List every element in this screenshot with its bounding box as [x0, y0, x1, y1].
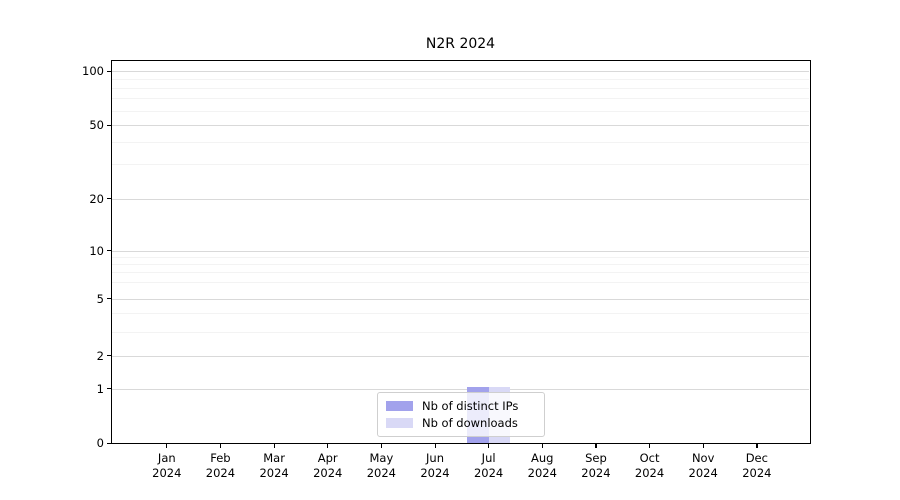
x-tick-mark: [327, 444, 329, 448]
x-tick-label: Nov 2024: [688, 451, 718, 480]
x-tick-label: Jun 2024: [420, 451, 450, 480]
y-tick-label: 50: [89, 118, 104, 132]
gridline-major: [112, 198, 809, 200]
x-tick-mark: [219, 444, 222, 448]
x-tick-mark: [166, 444, 168, 448]
y-tick-label: 0: [96, 436, 104, 450]
gridline-minor: [112, 313, 809, 314]
x-tick-mark: [273, 444, 275, 448]
gridline-major: [112, 125, 809, 126]
y-tick-label: 20: [89, 191, 104, 206]
legend-row-downloads: Nb of downloads: [386, 416, 536, 430]
x-tick-label: Aug 2024: [527, 451, 557, 480]
gridline-minor: [112, 331, 809, 333]
legend-swatch-distinct-ips: [386, 401, 413, 411]
x-tick-mark: [380, 444, 383, 448]
x-tick-mark: [488, 444, 490, 448]
plot-area: [111, 60, 811, 444]
y-tick-mark: [107, 298, 111, 300]
x-tick-label: Oct 2024: [634, 451, 665, 480]
x-tick-mark: [649, 444, 651, 448]
gridline-minor: [112, 97, 809, 99]
x-tick-label: Jan 2024: [152, 451, 182, 480]
gridline-major: [112, 298, 809, 300]
gridline-minor: [112, 264, 809, 265]
y-tick-label: 2: [96, 348, 104, 363]
x-tick-label: Apr 2024: [313, 451, 343, 480]
x-tick-mark: [434, 444, 436, 448]
x-tick-mark: [541, 444, 543, 448]
x-tick-label: Mar 2024: [259, 451, 289, 480]
y-tick-mark: [107, 198, 111, 200]
gridline-minor: [112, 142, 809, 143]
legend-row-distinct-ips: Nb of distinct IPs: [386, 399, 536, 413]
y-tick-mark: [107, 388, 111, 390]
gridline-minor: [112, 257, 809, 258]
gridline-minor: [112, 164, 809, 165]
legend-swatch-downloads: [386, 418, 413, 428]
gridline-minor: [112, 79, 809, 81]
gridline-major: [112, 71, 809, 72]
y-tick-mark: [107, 250, 111, 252]
x-tick-label: Sep 2024: [581, 451, 611, 480]
legend-label-downloads: Nb of downloads: [422, 416, 518, 430]
x-tick-label: May 2024: [366, 451, 396, 480]
legend: Nb of distinct IPs Nb of downloads: [377, 392, 545, 437]
x-tick-mark: [595, 444, 597, 448]
chart-title: N2R 2024: [425, 36, 496, 52]
gridline-minor: [112, 110, 809, 112]
legend-label-distinct-ips: Nb of distinct IPs: [422, 399, 519, 413]
y-tick-mark: [107, 70, 111, 72]
y-tick-label: 10: [89, 243, 104, 258]
x-tick-mark: [756, 444, 758, 448]
y-tick-label: 100: [82, 64, 104, 78]
gridline-minor: [112, 272, 809, 273]
x-tick-label: Dec 2024: [742, 451, 772, 480]
x-tick-label: Feb 2024: [205, 451, 236, 480]
x-tick-label: Jul 2024: [473, 451, 504, 480]
gridline-major: [112, 355, 809, 357]
gridline-major: [112, 388, 809, 390]
gridline-minor: [112, 88, 809, 89]
gridline-minor: [112, 281, 809, 283]
gridline-major: [112, 250, 809, 252]
y-tick-mark: [107, 442, 111, 444]
x-tick-mark: [702, 444, 704, 448]
y-tick-mark: [107, 124, 111, 126]
y-tick-label: 5: [96, 291, 104, 306]
y-tick-label: 1: [96, 381, 104, 396]
y-tick-mark: [107, 355, 111, 357]
